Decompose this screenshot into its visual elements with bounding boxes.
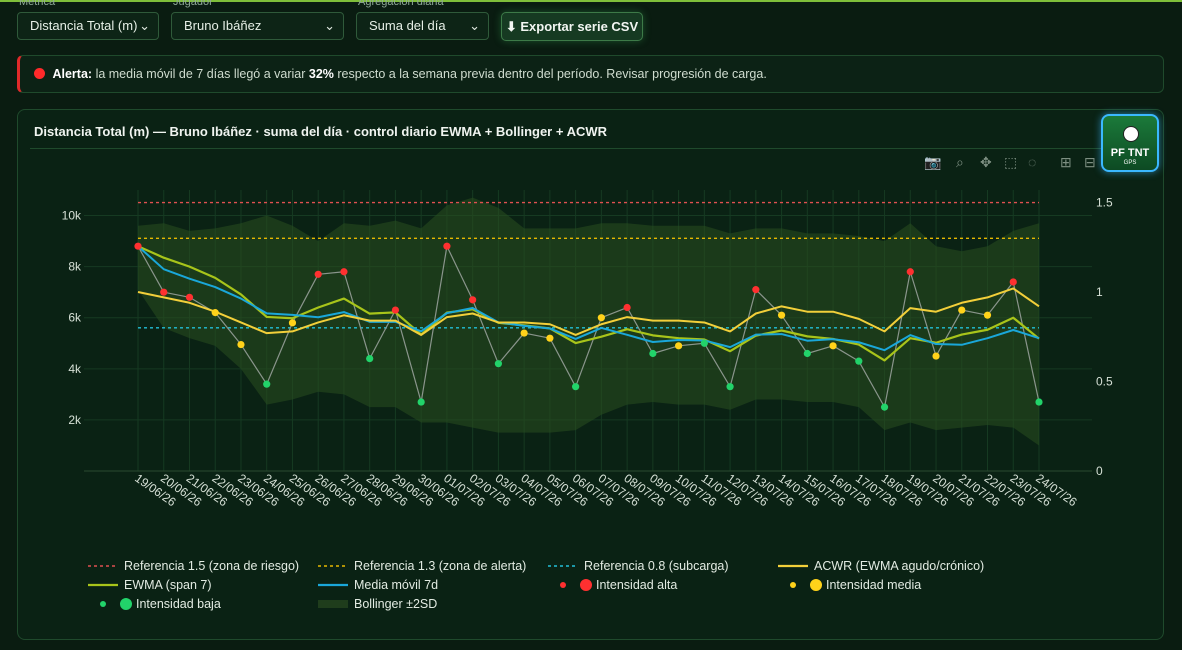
metric-select[interactable]: Distancia Total (m) ⌄: [17, 12, 159, 40]
export-csv-button[interactable]: ⬇ Exportar serie CSV: [501, 12, 643, 41]
top-accent-line: [0, 0, 1182, 2]
aggregation-select[interactable]: Suma del día ⌄: [356, 12, 489, 40]
alert-percent: 32%: [308, 67, 334, 81]
alert-text-before: la media móvil de 7 días llegó a variar: [95, 67, 306, 81]
zoom-out-icon[interactable]: ⊟: [1084, 154, 1096, 170]
chart-panel: Distancia Total (m) — Bruno Ibáñez · sum…: [17, 109, 1164, 640]
alert-text-after: respecto a la semana previa dentro del p…: [337, 67, 767, 81]
alert-dot-icon: [34, 68, 45, 79]
chevron-down-icon: ⌄: [139, 18, 150, 33]
alert-prefix: Alerta:: [52, 67, 93, 81]
aggregation-select-value: Suma del día: [369, 18, 446, 33]
chevron-down-icon: ⌄: [324, 18, 335, 33]
metric-filter-label: Métrica: [19, 0, 56, 8]
soccer-ball-icon: [1123, 126, 1139, 142]
zoom-in-icon[interactable]: ⊞: [1060, 154, 1072, 170]
lasso-icon[interactable]: ◌: [1028, 154, 1037, 170]
logo-text: PF TNT: [1110, 147, 1150, 159]
aggregation-filter-label: Agregación diaria: [358, 0, 444, 8]
chart-title: Distancia Total (m) — Bruno Ibáñez · sum…: [34, 124, 608, 139]
pan-icon[interactable]: ✥: [980, 154, 992, 170]
logo-subtext: GPS: [1123, 160, 1137, 166]
camera-icon[interactable]: 📷: [924, 154, 942, 170]
chevron-down-icon: ⌄: [469, 18, 480, 33]
pf-tnt-gps-logo: PF TNT GPS: [1101, 114, 1159, 172]
metric-select-value: Distancia Total (m): [30, 18, 138, 33]
player-filter-label: Jugador: [173, 0, 213, 8]
panel-divider: [30, 148, 1151, 149]
player-select-value: Bruno Ibáñez: [184, 18, 262, 33]
box-select-icon[interactable]: ⬚: [1004, 154, 1018, 170]
alert-banner: Alerta: la media móvil de 7 días llegó a…: [17, 55, 1164, 93]
player-select[interactable]: Bruno Ibáñez ⌄: [171, 12, 344, 40]
zoom-icon[interactable]: ⌕: [956, 154, 964, 170]
